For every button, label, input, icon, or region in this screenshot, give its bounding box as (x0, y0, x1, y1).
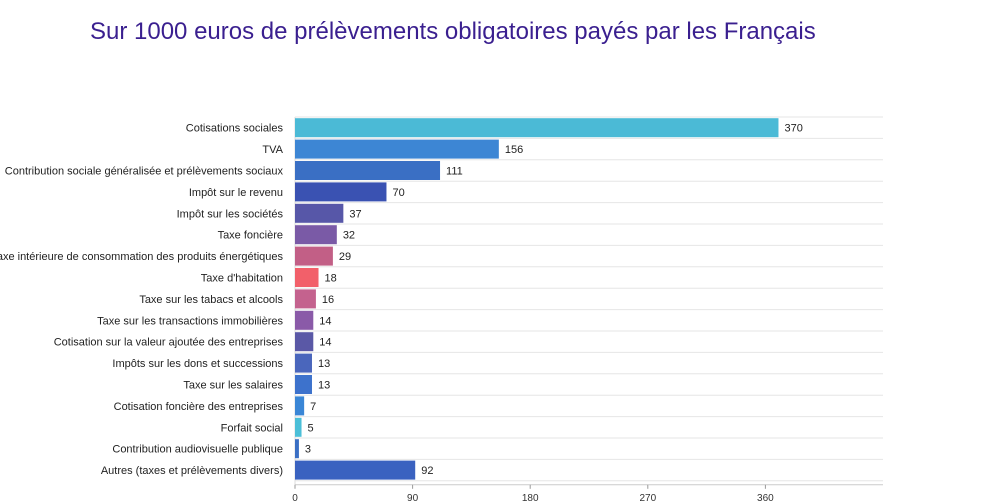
value-label: 37 (349, 208, 361, 220)
category-label: Taxe sur les salaires (183, 380, 283, 392)
category-label: Impôts sur les dons et successions (112, 358, 283, 370)
category-label: Taxe d'habitation (201, 273, 283, 285)
bar (295, 225, 337, 245)
value-label: 5 (308, 422, 314, 434)
x-tick-label: 180 (522, 493, 539, 501)
value-label: 14 (319, 337, 331, 349)
bar (295, 203, 344, 223)
category-label: Autres (taxes et prélèvements divers) (101, 465, 283, 477)
bar (295, 460, 416, 480)
bar (295, 375, 312, 394)
category-label: Cotisation foncière des entreprises (114, 401, 284, 413)
bar (295, 161, 441, 180)
category-label: Contribution sociale généralisée et prél… (5, 166, 284, 178)
bar (295, 353, 312, 373)
category-label: TVA (262, 144, 283, 156)
x-tick-label: 90 (407, 493, 419, 501)
value-label: 156 (505, 144, 523, 156)
value-label: 3 (305, 444, 311, 456)
value-label: 70 (392, 187, 404, 199)
value-label: 16 (322, 294, 334, 306)
value-label: 7 (310, 401, 316, 413)
bar (295, 246, 333, 266)
bar (295, 310, 314, 330)
value-label: 13 (318, 358, 330, 370)
category-label: Taxe sur les tabacs et alcools (139, 294, 283, 306)
value-label: 92 (421, 465, 433, 477)
bar (295, 268, 319, 287)
category-label: Impôt sur le revenu (189, 187, 283, 199)
value-label: 14 (319, 315, 331, 327)
category-label: Contribution audiovisuelle publique (112, 444, 283, 456)
category-label: Cotisation sur la valeur ajoutée des ent… (54, 337, 284, 349)
x-tick-label: 360 (757, 493, 774, 501)
category-label: Cotisations sociales (186, 123, 284, 135)
value-label: 18 (325, 273, 337, 285)
bar (295, 118, 779, 138)
value-label: 111 (446, 166, 463, 178)
value-label: 29 (339, 251, 351, 263)
category-label: Impôt sur les sociétés (177, 208, 284, 220)
x-tick-label: 270 (639, 493, 656, 501)
bar (295, 289, 316, 309)
category-label: Taxe intérieure de consommation des prod… (0, 251, 284, 263)
bar (295, 396, 305, 416)
bar (295, 332, 314, 352)
category-label: Forfait social (221, 422, 283, 434)
bar (295, 139, 499, 159)
category-label: Taxe sur les transactions immobilières (97, 315, 283, 327)
bar (295, 417, 302, 437)
value-label: 13 (318, 380, 330, 392)
bar (295, 182, 387, 202)
chart-title: Sur 1000 euros de prélèvements obligatoi… (90, 18, 816, 45)
value-label: 32 (343, 230, 355, 242)
value-label: 370 (784, 123, 802, 135)
x-tick-label: 0 (292, 493, 298, 501)
bar (295, 439, 299, 459)
category-label: Taxe foncière (218, 230, 283, 242)
